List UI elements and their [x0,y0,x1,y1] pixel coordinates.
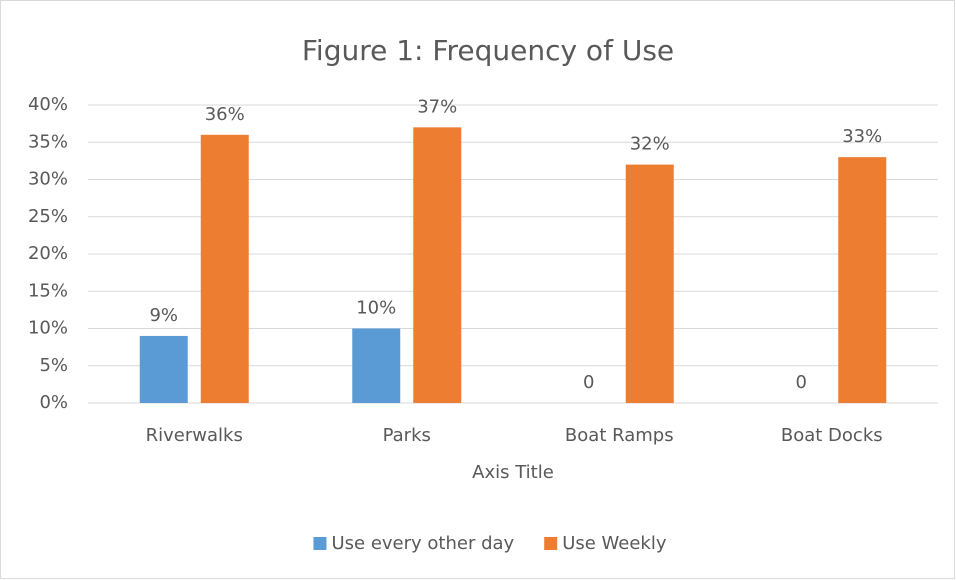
data-label: 36% [205,104,245,125]
x-tick-label: Riverwalks [146,425,243,446]
data-label: 0 [796,372,807,393]
bar [352,328,401,403]
x-tick-label: Boat Docks [781,425,883,446]
data-label: 37% [417,96,457,117]
chart-title: Figure 1: Frequency of Use [302,34,674,67]
bar [625,164,674,403]
x-axis-title: Axis Title [472,462,554,483]
y-tick-label: 10% [28,318,68,339]
y-tick-label: 30% [28,169,68,190]
bar [139,335,188,403]
bar [200,134,249,404]
legend-swatch [544,537,558,550]
y-tick-label: 15% [28,280,68,301]
data-label: 0 [583,372,594,393]
data-label: 10% [356,298,396,319]
y-tick-label: 40% [28,94,68,115]
legend-label: Use Weekly [562,533,667,554]
data-label: 32% [630,134,670,155]
data-label: 33% [842,126,882,147]
y-tick-label: 0% [39,392,68,413]
y-tick-label: 20% [28,243,68,264]
x-tick-label: Parks [383,425,431,446]
y-tick-label: 25% [28,206,68,227]
x-tick-label: Boat Ramps [565,425,674,446]
bar [413,127,462,403]
legend-label: Use every other day [331,533,514,554]
y-tick-label: 35% [28,131,68,152]
legend-swatch [313,537,327,550]
data-label: 9% [149,305,178,326]
y-tick-label: 5% [39,355,68,376]
bar [838,157,887,403]
